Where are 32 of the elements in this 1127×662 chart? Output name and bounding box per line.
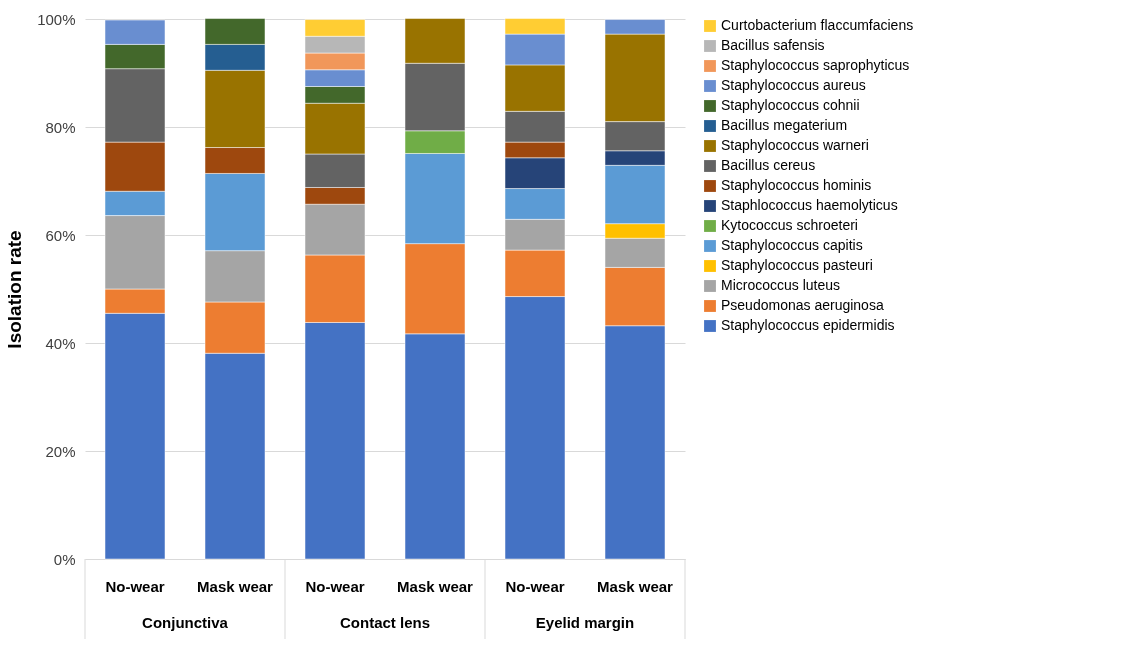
y-tick-label: 40%: [45, 334, 76, 352]
text: Contact lens: [339, 614, 431, 631]
x-tick-label: No-wear: [305, 578, 365, 595]
x-tick-label: Mask wear: [397, 578, 474, 595]
x-tick-label: No-wear: [505, 578, 565, 595]
legend-label: Staphlococcus haemolyticus: [721, 197, 898, 213]
legend-label: Bacillus megaterium: [721, 117, 848, 133]
legend-label: Staphylococcus saprophyticus: [721, 57, 910, 73]
x-tick-label: Mask wear: [597, 578, 674, 595]
y-tick-label: 100%: [37, 10, 76, 28]
legend-label: Staphylococcus hominis: [721, 177, 872, 193]
y-axis-title: Isolation rate: [4, 230, 26, 349]
legend-label: Staphylococcus pasteuri: [721, 257, 873, 273]
legend-label: Staphylococcus epidermidis: [721, 317, 895, 333]
legend-label: Pseudomonas aeruginosa: [721, 297, 884, 313]
legend-label: Kytococcus schroeteri: [721, 217, 858, 233]
legend-label: Bacillus safensis: [721, 37, 825, 53]
legend-label: Bacillus cereus: [721, 157, 816, 173]
y-tick-label: 20%: [45, 442, 76, 460]
legend-label: Curtobacterium flaccumfaciens: [721, 17, 914, 33]
y-tick-label: 80%: [45, 118, 76, 136]
text: Eyelid margin: [535, 614, 635, 631]
legend-label: Staphylococcus cohnii: [721, 97, 860, 113]
legend-label: Staphylococcus warneri: [721, 137, 869, 153]
legend-label: Staphylococcus capitis: [721, 237, 863, 253]
legend-label: Micrococcus luteus: [721, 277, 841, 293]
legend-label: Staphylococcus aureus: [721, 77, 866, 93]
text: Conjunctiva: [142, 614, 229, 631]
y-tick-label: 0%: [53, 550, 76, 568]
x-tick-label: No-wear: [105, 578, 165, 595]
y-tick-label: 60%: [45, 226, 76, 244]
x-tick-label: Mask wear: [197, 578, 274, 595]
